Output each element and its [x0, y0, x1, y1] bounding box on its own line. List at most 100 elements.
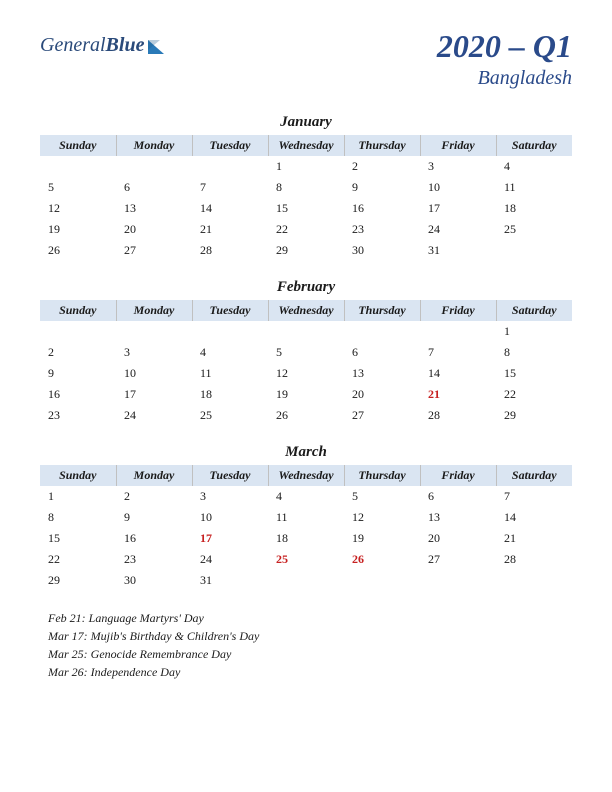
- months-container: JanuarySundayMondayTuesdayWednesdayThurs…: [40, 114, 572, 591]
- weekday-header: Sunday: [40, 135, 116, 156]
- calendar-cell: 21: [192, 219, 268, 240]
- calendar-cell: 16: [40, 384, 116, 405]
- weekday-header: Friday: [420, 135, 496, 156]
- calendar-cell: 4: [192, 342, 268, 363]
- calendar-cell: 13: [116, 198, 192, 219]
- calendar-cell: [420, 321, 496, 342]
- calendar-cell: 19: [268, 384, 344, 405]
- calendar-cell: 20: [344, 384, 420, 405]
- calendar-row: 567891011: [40, 177, 572, 198]
- logo-text: GeneralBlue: [40, 34, 144, 57]
- calendar-cell: 17: [420, 198, 496, 219]
- calendar-cell: 11: [496, 177, 572, 198]
- calendar-row: 19202122232425: [40, 219, 572, 240]
- weekday-header: Thursday: [344, 465, 420, 486]
- calendar-cell: 26: [40, 240, 116, 261]
- calendar-cell: 5: [268, 342, 344, 363]
- weekday-header: Monday: [116, 135, 192, 156]
- logo: GeneralBlue: [40, 34, 166, 57]
- weekday-header: Wednesday: [268, 135, 344, 156]
- holiday-list: Feb 21: Language Martyrs' DayMar 17: Muj…: [40, 609, 572, 681]
- calendar-cell: 21: [496, 528, 572, 549]
- calendar-cell: [40, 321, 116, 342]
- calendar-cell: [496, 570, 572, 591]
- calendar-cell: 8: [496, 342, 572, 363]
- calendar-cell: 18: [496, 198, 572, 219]
- month-name: February: [40, 279, 572, 296]
- weekday-header: Friday: [420, 465, 496, 486]
- calendar-cell: 9: [40, 363, 116, 384]
- calendar-cell: 11: [192, 363, 268, 384]
- calendar-cell: 11: [268, 507, 344, 528]
- calendar-cell: 29: [268, 240, 344, 261]
- calendar-cell: 6: [344, 342, 420, 363]
- calendar-row: 262728293031: [40, 240, 572, 261]
- calendar-cell: 6: [420, 486, 496, 507]
- calendar-cell: 3: [420, 156, 496, 177]
- calendar-cell: 22: [268, 219, 344, 240]
- weekday-header: Tuesday: [192, 465, 268, 486]
- calendar-cell: 26: [344, 549, 420, 570]
- holiday-item: Mar 26: Independence Day: [48, 663, 572, 681]
- calendar-cell: 7: [192, 177, 268, 198]
- calendar-cell: [268, 570, 344, 591]
- weekday-header: Thursday: [344, 135, 420, 156]
- calendar-cell: 28: [496, 549, 572, 570]
- calendar-cell: 14: [496, 507, 572, 528]
- calendar-cell: 3: [116, 342, 192, 363]
- calendar-cell: 27: [344, 405, 420, 426]
- calendar-cell: 30: [116, 570, 192, 591]
- calendar-cell: 20: [116, 219, 192, 240]
- calendar-cell: 14: [420, 363, 496, 384]
- calendar-cell: 4: [268, 486, 344, 507]
- calendar-cell: 19: [344, 528, 420, 549]
- calendar-cell: [496, 240, 572, 261]
- calendar-table: SundayMondayTuesdayWednesdayThursdayFrid…: [40, 300, 572, 426]
- weekday-header: Wednesday: [268, 300, 344, 321]
- calendar-cell: 22: [40, 549, 116, 570]
- calendar-cell: 8: [40, 507, 116, 528]
- calendar-cell: 23: [40, 405, 116, 426]
- calendar-cell: 9: [116, 507, 192, 528]
- month-block: MarchSundayMondayTuesdayWednesdayThursda…: [40, 444, 572, 591]
- calendar-cell: 24: [420, 219, 496, 240]
- month-block: JanuarySundayMondayTuesdayWednesdayThurs…: [40, 114, 572, 261]
- calendar-cell: [192, 156, 268, 177]
- calendar-cell: 23: [344, 219, 420, 240]
- calendar-row: 16171819202122: [40, 384, 572, 405]
- calendar-cell: 20: [420, 528, 496, 549]
- weekday-header: Sunday: [40, 465, 116, 486]
- calendar-table: SundayMondayTuesdayWednesdayThursdayFrid…: [40, 135, 572, 261]
- calendar-cell: 21: [420, 384, 496, 405]
- title-block: 2020 – Q1 Bangladesh: [437, 28, 572, 90]
- calendar-cell: 1: [496, 321, 572, 342]
- month-name: March: [40, 444, 572, 461]
- calendar-cell: 28: [192, 240, 268, 261]
- calendar-cell: 1: [268, 156, 344, 177]
- calendar-cell: 29: [40, 570, 116, 591]
- holiday-item: Mar 17: Mujib's Birthday & Children's Da…: [48, 627, 572, 645]
- holiday-item: Feb 21: Language Martyrs' Day: [48, 609, 572, 627]
- calendar-row: 1: [40, 321, 572, 342]
- month-block: February SundayMondayTuesdayWednesdayThur…: [40, 279, 572, 426]
- calendar-cell: 16: [116, 528, 192, 549]
- calendar-cell: 15: [40, 528, 116, 549]
- calendar-cell: 13: [420, 507, 496, 528]
- calendar-cell: 4: [496, 156, 572, 177]
- calendar-cell: 7: [496, 486, 572, 507]
- calendar-cell: 2: [344, 156, 420, 177]
- calendar-cell: [116, 156, 192, 177]
- calendar-cell: 18: [268, 528, 344, 549]
- calendar-cell: 28: [420, 405, 496, 426]
- weekday-header: Tuesday: [192, 135, 268, 156]
- calendar-cell: [40, 156, 116, 177]
- calendar-cell: 8: [268, 177, 344, 198]
- calendar-cell: 25: [268, 549, 344, 570]
- weekday-header: Tuesday: [192, 300, 268, 321]
- calendar-row: 15161718192021: [40, 528, 572, 549]
- calendar-cell: [116, 321, 192, 342]
- calendar-cell: 17: [116, 384, 192, 405]
- calendar-row: 891011121314: [40, 507, 572, 528]
- calendar-cell: 3: [192, 486, 268, 507]
- calendar-cell: 6: [116, 177, 192, 198]
